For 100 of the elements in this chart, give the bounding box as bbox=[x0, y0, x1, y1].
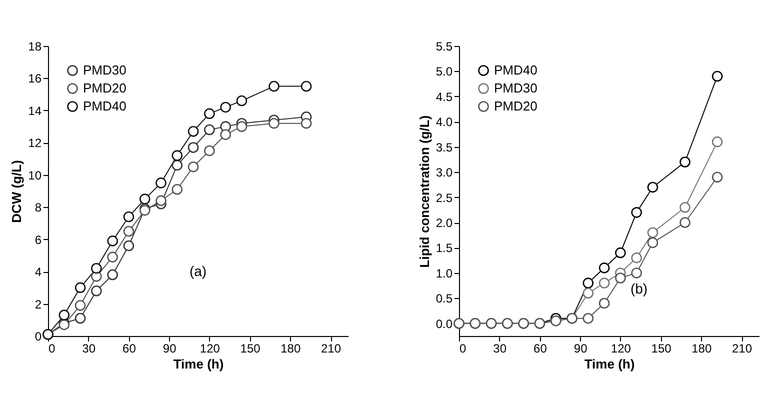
y-tick-label: 16 bbox=[28, 72, 42, 86]
point bbox=[156, 178, 166, 188]
point bbox=[680, 156, 690, 168]
point bbox=[647, 227, 658, 238]
point bbox=[123, 240, 134, 252]
point bbox=[598, 262, 610, 274]
x-tick-label: 60 bbox=[122, 342, 136, 356]
point bbox=[300, 118, 312, 129]
x-tick-label: 30 bbox=[493, 342, 507, 356]
point bbox=[680, 202, 690, 213]
y-tick-label: 4 bbox=[34, 265, 42, 280]
y-tick-label: 5.5 bbox=[436, 40, 453, 54]
y-tick-label: 6 bbox=[34, 232, 42, 247]
annotation: (b) bbox=[630, 280, 648, 297]
point bbox=[712, 70, 723, 82]
x-tick-label: 210 bbox=[320, 342, 342, 356]
point bbox=[712, 172, 723, 183]
point bbox=[91, 286, 102, 296]
point bbox=[236, 121, 248, 132]
y-tick-label: 12 bbox=[28, 136, 42, 150]
y-tick-label: 5.0 bbox=[436, 64, 453, 79]
x-axis-title: Time (h) bbox=[173, 356, 224, 372]
point bbox=[631, 207, 642, 218]
x-tick-label: 150 bbox=[240, 342, 261, 356]
point bbox=[615, 247, 626, 258]
point bbox=[647, 182, 658, 193]
y-tick-label: 4.0 bbox=[436, 115, 453, 130]
point bbox=[139, 194, 150, 204]
point bbox=[123, 226, 134, 237]
x-tick-label: 150 bbox=[651, 342, 672, 356]
point bbox=[204, 108, 215, 120]
y-axis-title: Lipid concentration (g/L) bbox=[416, 115, 432, 268]
legend-label: PMD40 bbox=[494, 62, 538, 78]
point bbox=[712, 136, 723, 148]
x-tick-label: 210 bbox=[732, 342, 752, 356]
point bbox=[172, 150, 183, 161]
x-axis-title: Time (h) bbox=[584, 356, 635, 372]
x-tick-label: 120 bbox=[610, 342, 632, 356]
x-tick-label: 60 bbox=[534, 342, 548, 356]
y-tick-label: 0.5 bbox=[436, 292, 453, 306]
y-tick-label: 4.5 bbox=[436, 90, 453, 104]
point bbox=[58, 310, 70, 320]
y-tick-label: 2 bbox=[34, 297, 42, 312]
point bbox=[188, 126, 199, 137]
point bbox=[582, 288, 594, 299]
x-tick-label: 30 bbox=[82, 342, 96, 356]
point bbox=[615, 272, 626, 284]
point bbox=[598, 298, 610, 309]
legend-label: PMD20 bbox=[494, 98, 538, 114]
point bbox=[647, 237, 658, 248]
point bbox=[220, 129, 231, 140]
legend-label: PMD40 bbox=[83, 98, 126, 114]
point bbox=[268, 80, 280, 92]
point bbox=[107, 236, 118, 246]
point bbox=[74, 282, 86, 294]
y-tick-label: 0 bbox=[34, 330, 42, 344]
point bbox=[204, 124, 215, 136]
point bbox=[172, 160, 183, 171]
y-tick-label: 1.5 bbox=[436, 241, 453, 256]
point bbox=[172, 184, 183, 195]
point bbox=[123, 211, 134, 222]
point bbox=[680, 217, 690, 228]
x-tick-label: 90 bbox=[162, 342, 177, 356]
y-tick-label: 3.0 bbox=[436, 166, 453, 180]
point bbox=[74, 312, 86, 324]
y-tick-label: 1.0 bbox=[436, 266, 453, 280]
y-tick-label: 18 bbox=[28, 40, 42, 54]
point bbox=[300, 80, 312, 92]
point bbox=[220, 102, 231, 113]
point bbox=[156, 195, 166, 206]
point bbox=[188, 142, 199, 153]
point bbox=[631, 252, 642, 264]
point bbox=[582, 278, 594, 288]
y-tick-label: 2.5 bbox=[436, 190, 453, 205]
x-tick-label: 120 bbox=[200, 342, 220, 356]
x-tick-label: 180 bbox=[692, 342, 712, 356]
point bbox=[74, 300, 86, 311]
point bbox=[268, 118, 280, 129]
x-tick-label: 0 bbox=[48, 342, 56, 356]
annotation: (a) bbox=[189, 263, 207, 280]
point bbox=[188, 161, 199, 172]
y-tick-label: 8 bbox=[34, 200, 42, 215]
point bbox=[107, 269, 118, 280]
y-tick-label: 10 bbox=[28, 168, 42, 182]
point bbox=[91, 262, 102, 274]
legend-label: PMD30 bbox=[494, 80, 538, 96]
y-tick-label: 0.0 bbox=[436, 316, 453, 331]
point bbox=[631, 268, 642, 278]
point bbox=[107, 252, 118, 262]
point bbox=[236, 95, 248, 106]
y-tick-label: 2.0 bbox=[436, 216, 453, 230]
point bbox=[598, 278, 610, 288]
legend-label: PMD30 bbox=[83, 62, 126, 78]
x-tick-label: 90 bbox=[574, 342, 588, 356]
x-tick-label: 180 bbox=[280, 342, 301, 356]
y-tick-label: 3.5 bbox=[436, 140, 453, 154]
y-tick-label: 14 bbox=[28, 104, 42, 118]
point bbox=[204, 145, 215, 156]
x-tick-label: 0 bbox=[460, 342, 466, 356]
y-axis-title: DCW (g/L) bbox=[9, 160, 24, 223]
